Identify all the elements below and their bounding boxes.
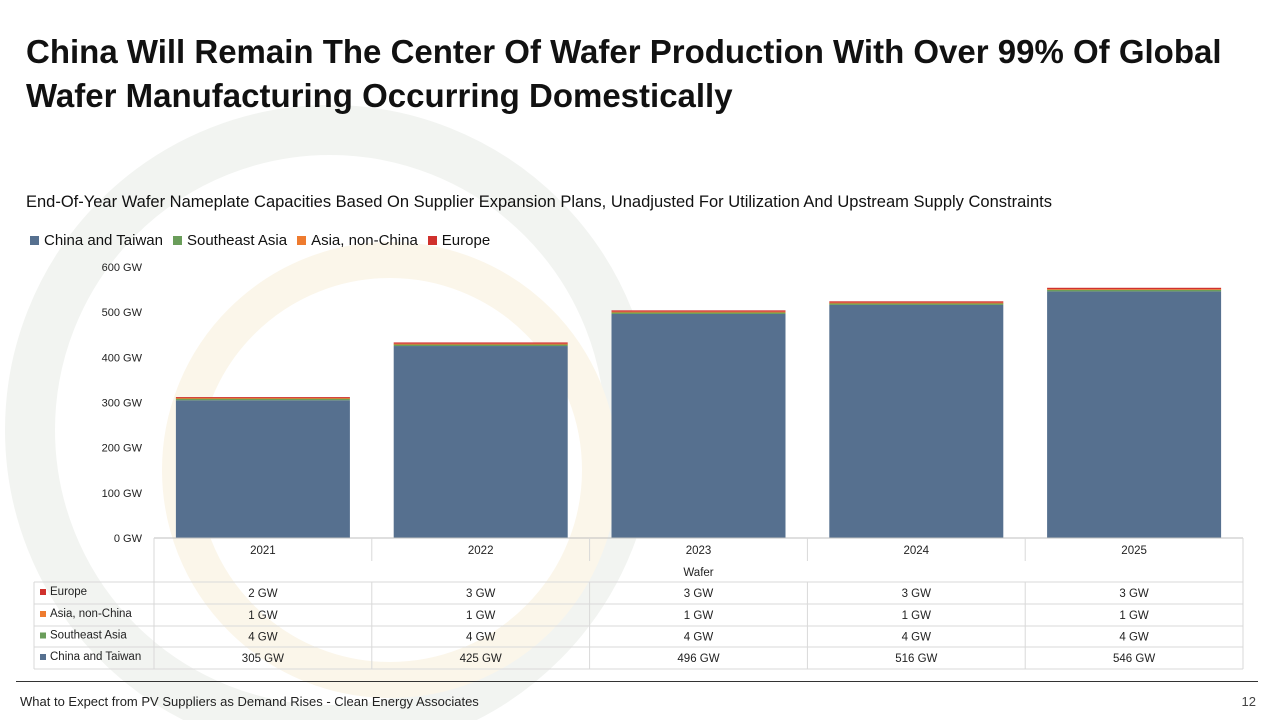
y-tick-label: 0 GW xyxy=(114,533,143,545)
table-cell-value: 516 GW xyxy=(895,653,937,665)
chart-title: End-Of-Year Wafer Nameplate Capacities B… xyxy=(26,193,1052,211)
footer-source: What to Expect from PV Suppliers as Dema… xyxy=(20,694,479,709)
table-cell-value: 3 GW xyxy=(684,588,714,600)
footer-divider xyxy=(16,681,1258,682)
bar-segment-3-2024 xyxy=(829,301,1004,303)
legend-swatch-europe xyxy=(427,236,437,245)
bar-segment-1-2023 xyxy=(611,312,786,314)
bar-segment-0-2023 xyxy=(611,313,786,538)
legend-swatch-asia-non-china xyxy=(297,236,307,245)
table-cell-value: 305 GW xyxy=(242,653,284,665)
bar-segment-3-2022 xyxy=(393,342,568,344)
bar-segment-1-2022 xyxy=(393,344,568,347)
bar-segment-0-2022 xyxy=(393,346,568,538)
table-cell-value: 1 GW xyxy=(466,610,496,622)
legend-label-europe: Europe xyxy=(441,232,491,249)
x-category-label: 2024 xyxy=(904,545,930,557)
table-cell-value: 1 GW xyxy=(1119,610,1149,622)
bar-segment-0-2025 xyxy=(1047,291,1222,538)
legend-swatch-china xyxy=(30,236,39,245)
table-cell-value: 4 GW xyxy=(684,632,714,644)
bar-segment-0-2021 xyxy=(175,400,350,538)
table-cell-value: 425 GW xyxy=(460,653,502,665)
y-tick-label: 500 GW xyxy=(102,307,143,319)
y-tick-label: 600 GW xyxy=(102,262,143,274)
x-category-label: 2022 xyxy=(468,545,494,557)
table-cell-value: 4 GW xyxy=(466,632,496,644)
stacked-bar-chart: 0 GW 100 GW 200 GW 300 GW 400 GW 500 GW 600 GW… xyxy=(33,262,1244,670)
bar-segment-1-2025 xyxy=(1047,289,1222,292)
legend-item-southeast-asia: Southeast Asia xyxy=(172,232,288,249)
bar-segment-1-2021 xyxy=(175,398,350,401)
bar-segment-2-2022 xyxy=(393,343,568,345)
table-cell-value: 1 GW xyxy=(248,610,278,622)
table-legend-key xyxy=(40,632,46,639)
bar-segment-3-2021 xyxy=(175,397,350,398)
table-cell-value: 3 GW xyxy=(1119,588,1149,600)
bar-segment-2-2025 xyxy=(1047,289,1222,290)
x-group-label: Wafer xyxy=(683,567,713,579)
page-number: 12 xyxy=(1241,694,1256,709)
bar-segment-3-2025 xyxy=(1047,287,1222,290)
legend-item-europe: Europe xyxy=(427,232,491,249)
table-cell-value: 1 GW xyxy=(902,610,932,622)
table-cell-value: 496 GW xyxy=(677,653,719,665)
legend-label-asia-non-china: Asia, non-China xyxy=(311,232,418,249)
table-row-label: China and Taiwan xyxy=(50,651,141,663)
table-cell-value: 546 GW xyxy=(1113,653,1155,665)
y-tick-label: 300 GW xyxy=(102,398,143,410)
bar-segment-2-2021 xyxy=(175,397,350,399)
y-tick-label: 100 GW xyxy=(102,488,143,500)
legend-item-asia-non-china: Asia, non-China xyxy=(297,232,418,249)
table-cell-value: 1 GW xyxy=(684,610,714,622)
table-cell-value: 2 GW xyxy=(248,588,278,600)
table-legend-key xyxy=(40,611,46,617)
legend-label-china: China and Taiwan xyxy=(44,232,163,249)
bar-segment-1-2024 xyxy=(829,303,1004,305)
bar-segment-2-2024 xyxy=(829,302,1004,304)
y-tick-label: 400 GW xyxy=(102,352,143,364)
legend-label-southeast-asia: Southeast Asia xyxy=(186,232,288,249)
table-legend-key xyxy=(40,654,46,660)
table-cell-value: 3 GW xyxy=(466,588,496,600)
table-cell-value: 4 GW xyxy=(1119,632,1149,644)
bar-segment-3-2023 xyxy=(611,310,786,312)
x-category-label: 2021 xyxy=(250,545,276,557)
table-row-label: Asia, non-China xyxy=(50,608,132,620)
table-cell-value: 4 GW xyxy=(902,632,932,644)
x-category-label: 2023 xyxy=(686,545,712,557)
legend-item-china: China and Taiwan xyxy=(30,232,163,249)
chart-legend: China and Taiwan Southeast Asia Asia, no… xyxy=(30,232,490,249)
table-cell-value: 4 GW xyxy=(248,632,278,644)
table-cell-value: 3 GW xyxy=(902,588,932,600)
x-category-label: 2025 xyxy=(1121,545,1147,557)
slide-title: China Will Remain The Center Of Wafer Pr… xyxy=(26,33,1222,114)
table-legend-key xyxy=(40,589,46,595)
legend-swatch-southeast-asia xyxy=(172,236,182,245)
table-row-label: Southeast Asia xyxy=(50,630,127,642)
table-row-label: Europe xyxy=(50,586,87,598)
bar-segment-0-2024 xyxy=(829,304,1004,538)
bar-segment-2-2023 xyxy=(611,311,786,313)
y-tick-label: 200 GW xyxy=(102,443,143,455)
